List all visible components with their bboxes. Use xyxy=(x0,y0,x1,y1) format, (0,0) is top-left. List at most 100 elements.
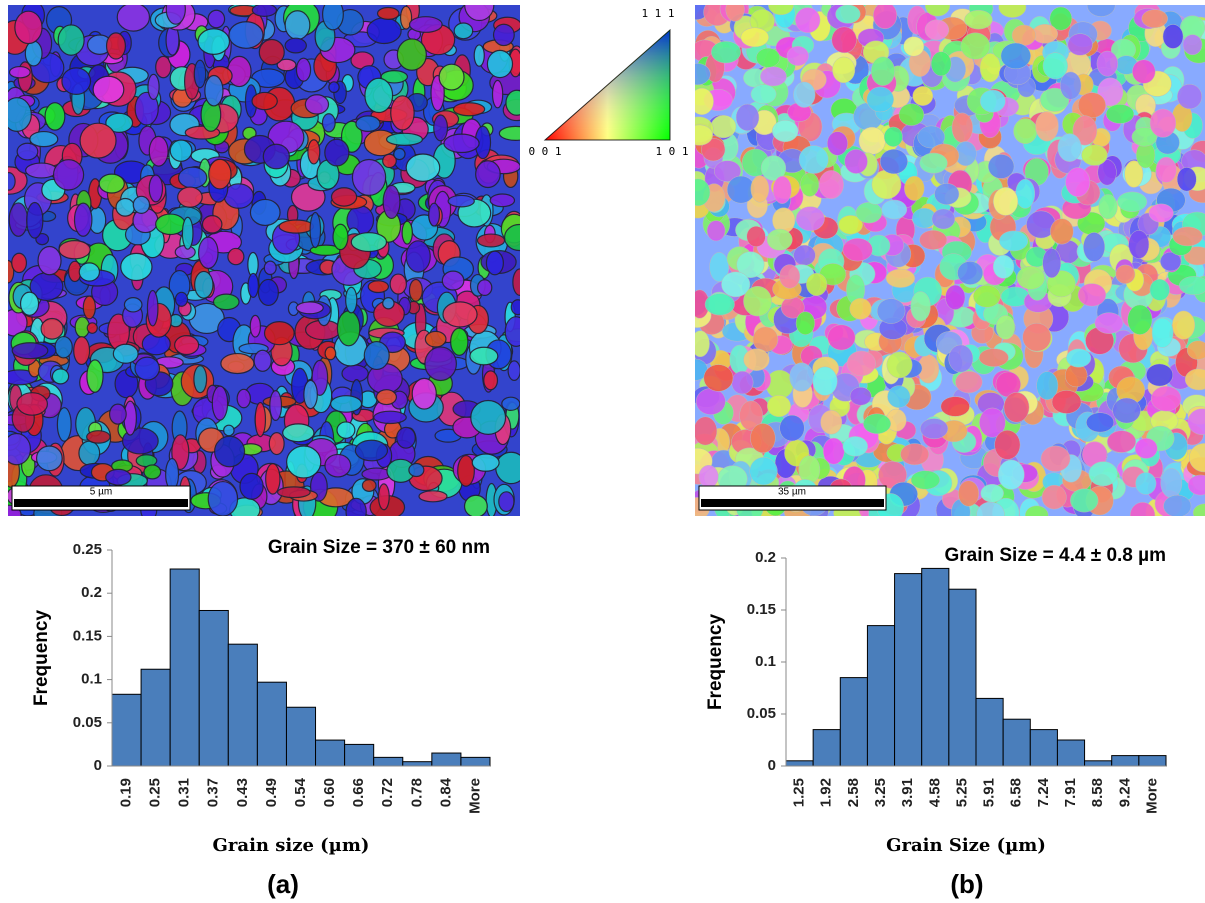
y-tick-label: 0.15 xyxy=(73,627,102,644)
grain xyxy=(746,225,766,247)
grain xyxy=(1059,71,1082,100)
grain xyxy=(1022,322,1052,352)
grain xyxy=(284,10,311,41)
grain xyxy=(98,173,125,194)
grain xyxy=(330,395,363,413)
grain xyxy=(750,423,776,454)
grain xyxy=(1000,42,1031,70)
grain xyxy=(842,436,868,457)
grain xyxy=(786,45,809,66)
bar xyxy=(894,573,923,767)
panel-label: (a) xyxy=(267,869,299,899)
grain xyxy=(330,187,358,207)
bar xyxy=(169,568,200,767)
grain xyxy=(945,284,966,310)
grain xyxy=(112,343,139,364)
grain xyxy=(147,73,160,100)
grain xyxy=(304,94,330,115)
grain xyxy=(768,5,794,16)
grain xyxy=(286,445,322,479)
grain xyxy=(706,220,726,242)
grain xyxy=(443,133,480,154)
y-axis-title: Frequency xyxy=(705,614,726,711)
grain xyxy=(282,423,315,443)
x-tick-label: More xyxy=(1143,778,1160,814)
grain xyxy=(58,240,91,260)
grain xyxy=(19,291,40,316)
grain xyxy=(772,175,792,204)
grain xyxy=(44,102,66,131)
grain xyxy=(735,103,760,132)
grain xyxy=(73,336,91,366)
grain xyxy=(82,295,97,320)
x-tick-label: 1.25 xyxy=(791,778,808,807)
grain xyxy=(831,26,857,54)
grain xyxy=(424,330,447,348)
grain xyxy=(367,280,390,294)
grain xyxy=(428,202,441,227)
grain xyxy=(447,194,475,208)
grain xyxy=(364,77,394,114)
grain xyxy=(695,87,714,116)
grain xyxy=(812,366,838,396)
grain xyxy=(457,454,475,487)
grain xyxy=(134,356,161,381)
grain xyxy=(355,115,381,133)
bar xyxy=(285,706,317,767)
grain xyxy=(849,297,872,320)
x-tick-label: 0.43 xyxy=(234,778,251,807)
bar xyxy=(140,668,171,767)
grain xyxy=(698,464,719,489)
grain xyxy=(504,223,520,252)
grain xyxy=(1134,437,1158,459)
grain xyxy=(1066,348,1092,368)
grain xyxy=(470,399,507,435)
panel-label: (b) xyxy=(950,869,983,899)
grain xyxy=(1042,248,1062,279)
grain xyxy=(376,6,400,21)
grain xyxy=(194,270,214,299)
x-tick-label: 5.91 xyxy=(981,778,998,807)
grain xyxy=(931,208,956,230)
grain xyxy=(793,81,816,108)
grain xyxy=(766,228,793,251)
grain xyxy=(800,172,820,197)
grain xyxy=(1041,484,1067,510)
grain xyxy=(866,86,894,113)
bar xyxy=(1002,718,1031,767)
grain xyxy=(994,429,1021,460)
grain xyxy=(324,346,337,361)
x-tick-label: 7.91 xyxy=(1062,778,1079,807)
grain xyxy=(1097,159,1117,186)
x-tick-label: 8.58 xyxy=(1089,778,1106,807)
orientation-map xyxy=(695,5,1205,516)
grain xyxy=(193,365,208,394)
grain xyxy=(377,483,390,511)
grain xyxy=(79,122,117,159)
grain xyxy=(1086,412,1115,433)
grain xyxy=(265,462,281,495)
grain xyxy=(309,211,322,249)
ipf-corner: 1 0 1 xyxy=(655,145,688,158)
scale-bar xyxy=(14,499,188,507)
grain xyxy=(883,126,903,147)
grain xyxy=(979,89,1006,113)
grain xyxy=(8,432,32,466)
grain xyxy=(827,131,848,156)
grain xyxy=(900,443,930,466)
grain xyxy=(174,291,189,307)
grain xyxy=(56,407,72,442)
grain xyxy=(736,251,765,278)
grain xyxy=(251,91,278,111)
grain xyxy=(1049,6,1073,31)
grain xyxy=(731,370,754,395)
grain xyxy=(143,464,162,480)
grain xyxy=(132,195,151,214)
grain xyxy=(1149,108,1177,138)
grain xyxy=(263,260,277,276)
grain xyxy=(1160,251,1182,272)
grain xyxy=(912,86,934,106)
grain xyxy=(978,348,1009,367)
grain xyxy=(433,114,449,142)
grain xyxy=(924,19,950,41)
